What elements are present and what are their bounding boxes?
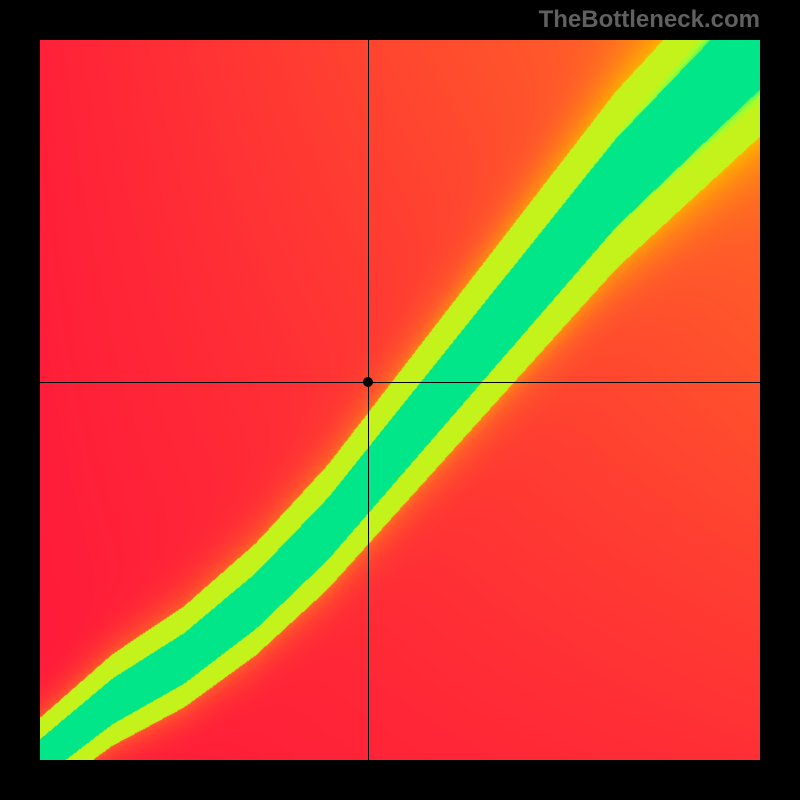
bottleneck-heatmap xyxy=(40,40,760,760)
heatmap-canvas xyxy=(40,40,760,760)
crosshair-marker xyxy=(363,377,373,387)
crosshair-horizontal xyxy=(40,382,760,383)
crosshair-vertical xyxy=(368,40,369,760)
watermark: TheBottleneck.com xyxy=(539,6,760,34)
